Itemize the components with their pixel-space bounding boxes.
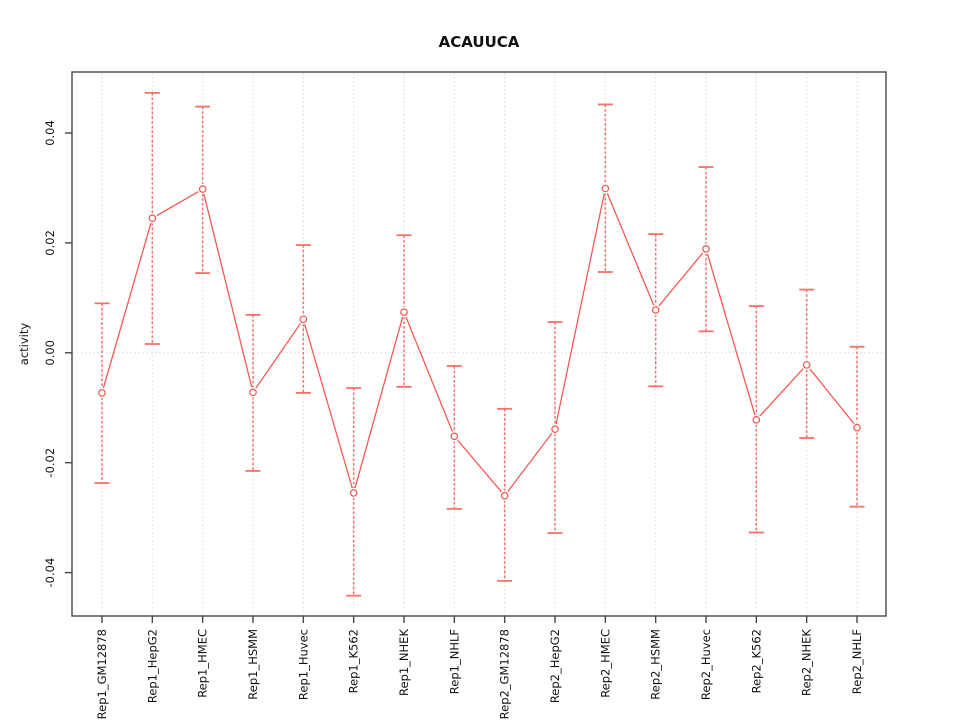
error-bar xyxy=(195,105,211,275)
error-bar xyxy=(497,407,513,582)
plot-border xyxy=(71,71,887,617)
grid-lines xyxy=(73,73,885,615)
data-point xyxy=(198,185,207,193)
y-tick-label: -0.04 xyxy=(43,558,57,588)
data-point xyxy=(98,389,106,397)
error-bar xyxy=(547,321,563,534)
x-tick-label: Rep2_NHEK xyxy=(800,629,814,696)
error-bar xyxy=(597,103,613,273)
error-bar xyxy=(799,288,815,439)
error-bar xyxy=(94,302,110,484)
error-bar xyxy=(245,313,261,472)
data-point xyxy=(500,491,509,500)
chart-title: ACAUUCA xyxy=(439,33,520,51)
x-tick-label: Rep2_K562 xyxy=(749,629,763,693)
x-tick-label: Rep1_NHLF xyxy=(447,629,461,694)
error-bar xyxy=(295,244,311,394)
data-point xyxy=(349,489,358,497)
x-tick-label: Rep2_HepG2 xyxy=(548,629,562,703)
x-tick-label: Rep2_NHLF xyxy=(850,629,864,694)
x-tick-label: Rep1_NHEK xyxy=(397,629,411,696)
x-tick-label: Rep2_Huvec xyxy=(699,629,713,700)
data-point xyxy=(148,214,157,222)
data-point xyxy=(802,361,811,369)
data-point xyxy=(702,245,710,253)
x-tick-label: Rep2_HMEC xyxy=(598,629,612,698)
error-bar xyxy=(648,233,664,388)
y-tick-label: 0.00 xyxy=(43,340,57,366)
data-point xyxy=(601,184,610,193)
series-layer xyxy=(94,91,865,597)
data-point xyxy=(752,416,761,424)
data-point xyxy=(450,432,459,441)
x-tick-label: Rep1_K562 xyxy=(347,629,361,693)
x-tick-label: Rep1_HSMM xyxy=(246,629,260,700)
error-bar xyxy=(144,91,160,345)
data-point xyxy=(853,423,861,432)
y-tick-label: 0.04 xyxy=(43,120,57,146)
x-tick-label: Rep1_GM12878 xyxy=(95,629,109,719)
axes: 0.04 0.02 0.00 -0.02 -0.04 Rep1_GM12878 Rep1_H… xyxy=(43,71,887,719)
series-line xyxy=(101,186,858,497)
error-bar xyxy=(346,387,362,597)
data-point xyxy=(299,315,308,324)
x-tick-label: Rep2_GM12878 xyxy=(498,629,512,719)
error-bar xyxy=(446,365,462,510)
x-tick-label: Rep1_HMEC xyxy=(196,629,210,698)
data-point xyxy=(551,425,559,433)
y-tick-label: 0.02 xyxy=(43,230,57,256)
data-point xyxy=(651,306,660,314)
x-tick-label: Rep1_HepG2 xyxy=(145,629,159,703)
error-bar xyxy=(748,305,764,534)
error-bar xyxy=(849,345,865,508)
x-tick-label: Rep1_Huvec xyxy=(296,629,310,700)
data-point xyxy=(400,308,408,316)
error-bar xyxy=(396,234,412,388)
data-point xyxy=(249,388,257,397)
error-bar xyxy=(698,166,714,333)
y-axis-label: activity xyxy=(17,323,31,366)
y-tick-label: -0.02 xyxy=(43,448,57,478)
x-tick-label: Rep2_HSMM xyxy=(649,629,663,700)
